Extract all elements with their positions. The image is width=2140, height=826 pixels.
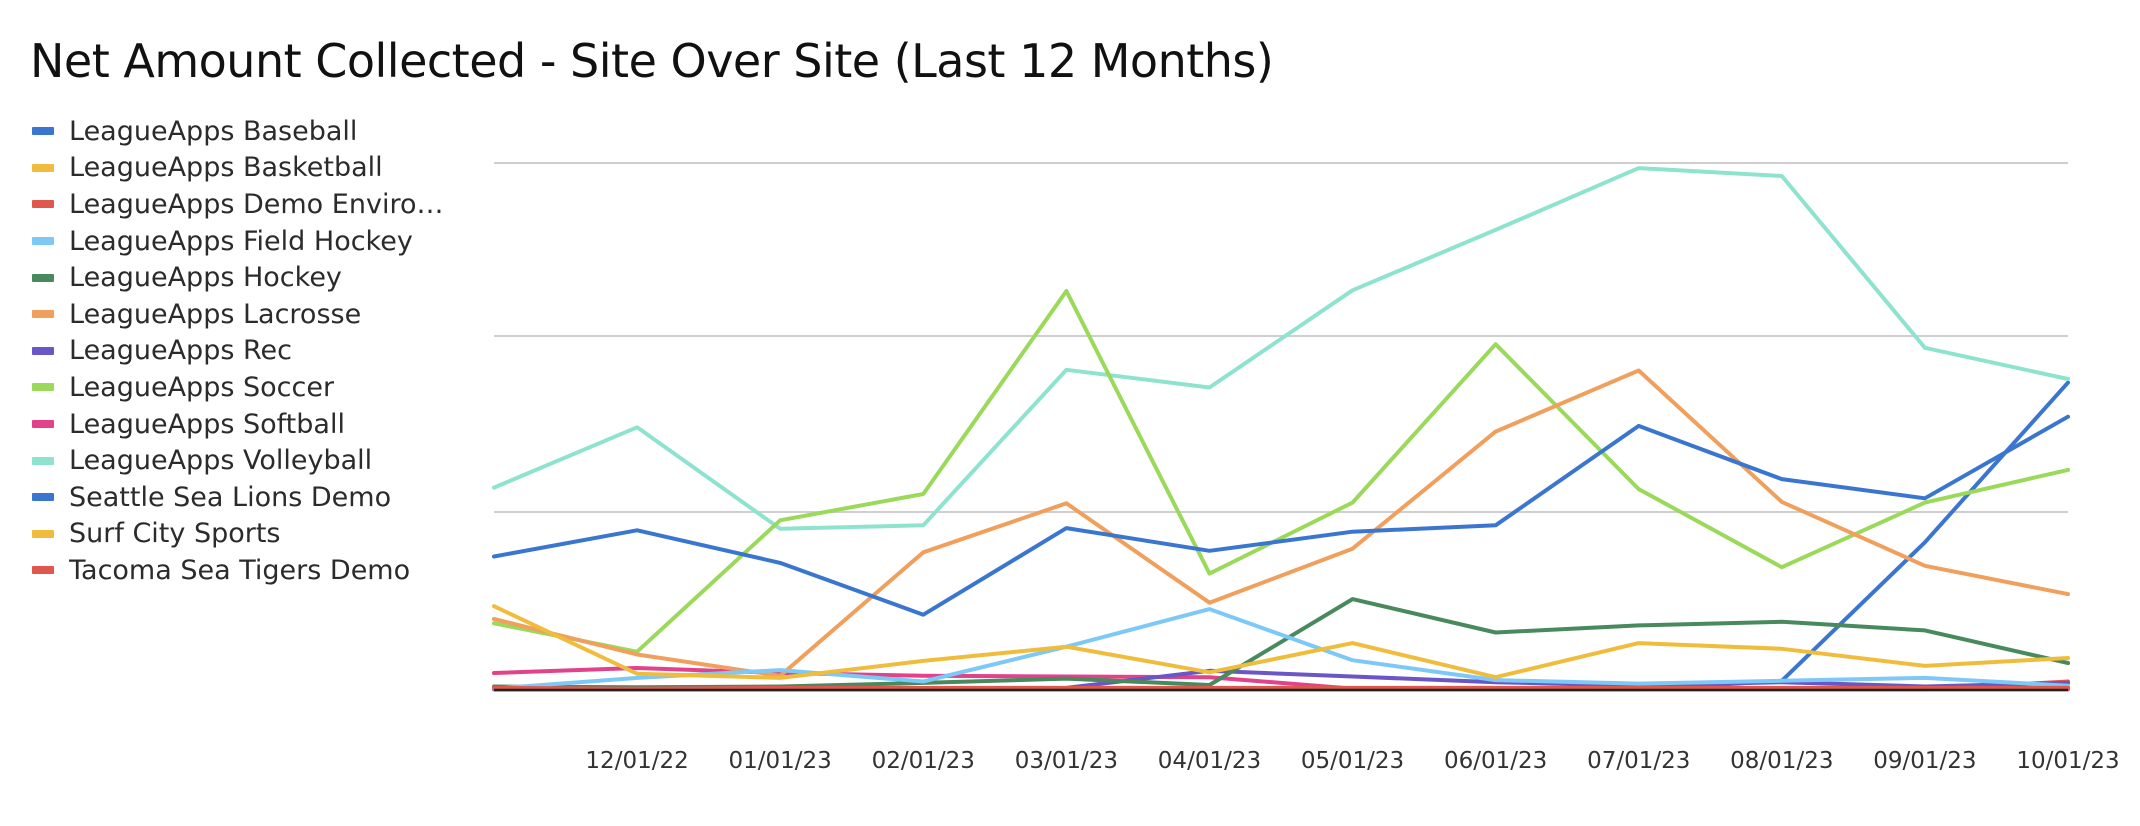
x-tick-label: 02/01/23: [872, 748, 975, 774]
series-line: [492, 414, 2070, 617]
x-axis-tick-labels: 12/01/22 01/01/23 02/01/23 03/01/23 04/01/23…: [585, 748, 2119, 774]
x-tick-label: 06/01/23: [1444, 748, 1547, 774]
legend-item: LeagueApps Rec: [32, 333, 459, 370]
legend-item: LeagueApps Lacrosse: [32, 296, 459, 333]
legend-item: LeagueApps Field Hockey: [32, 223, 459, 260]
legend-swatch: [32, 456, 54, 465]
legend-swatch: [32, 127, 54, 136]
legend-item: LeagueApps Soccer: [32, 369, 459, 406]
legend-item: Surf City Sports: [32, 516, 459, 553]
x-tick-label: 08/01/23: [1730, 748, 1833, 774]
series-line: [492, 685, 2070, 691]
legend-swatch: [32, 163, 54, 172]
series-line: [492, 604, 2070, 680]
chart-title: Net Amount Collected - Site Over Site (L…: [30, 34, 1274, 88]
x-tick-label: 04/01/23: [1158, 748, 1261, 774]
legend-swatch: [32, 493, 54, 502]
x-tick-label: 05/01/23: [1301, 748, 1404, 774]
x-tick-label: 03/01/23: [1015, 748, 1118, 774]
x-tick-label: 01/01/23: [729, 748, 832, 774]
series-lines: [492, 166, 2070, 692]
x-tick-label: 10/01/23: [2016, 748, 2119, 774]
legend-swatch: [32, 566, 54, 575]
legend-item: Tacoma Sea Tigers Demo: [32, 552, 459, 589]
legend-item: Seattle Sea Lions Demo: [32, 479, 459, 516]
legend-swatch: [32, 200, 54, 209]
legend-swatch: [32, 529, 54, 538]
legend-item: LeagueApps Hockey: [32, 259, 459, 296]
legend-swatch: [32, 383, 54, 392]
legend-item: LeagueApps Volleyball: [32, 442, 459, 479]
legend-item: LeagueApps Softball: [32, 406, 459, 443]
series-line: [492, 289, 2070, 654]
x-tick-label: 09/01/23: [1873, 748, 1976, 774]
series-line: [492, 607, 2070, 691]
legend-item: LeagueApps Demo Environ...: [32, 186, 459, 223]
legend-swatch: [32, 346, 54, 355]
legend-item: LeagueApps Basketball: [32, 150, 459, 187]
series-line: [492, 166, 2070, 531]
legend-swatch: [32, 310, 54, 319]
legend-swatch: [32, 420, 54, 429]
legend-swatch: [32, 273, 54, 282]
x-tick-label: 12/01/22: [585, 748, 688, 774]
chart-legend: LeagueApps Baseball LeagueApps Basketball…: [32, 113, 459, 589]
legend-item: LeagueApps Baseball: [32, 113, 459, 150]
x-tick-label: 07/01/23: [1587, 748, 1690, 774]
legend-swatch: [32, 237, 54, 246]
